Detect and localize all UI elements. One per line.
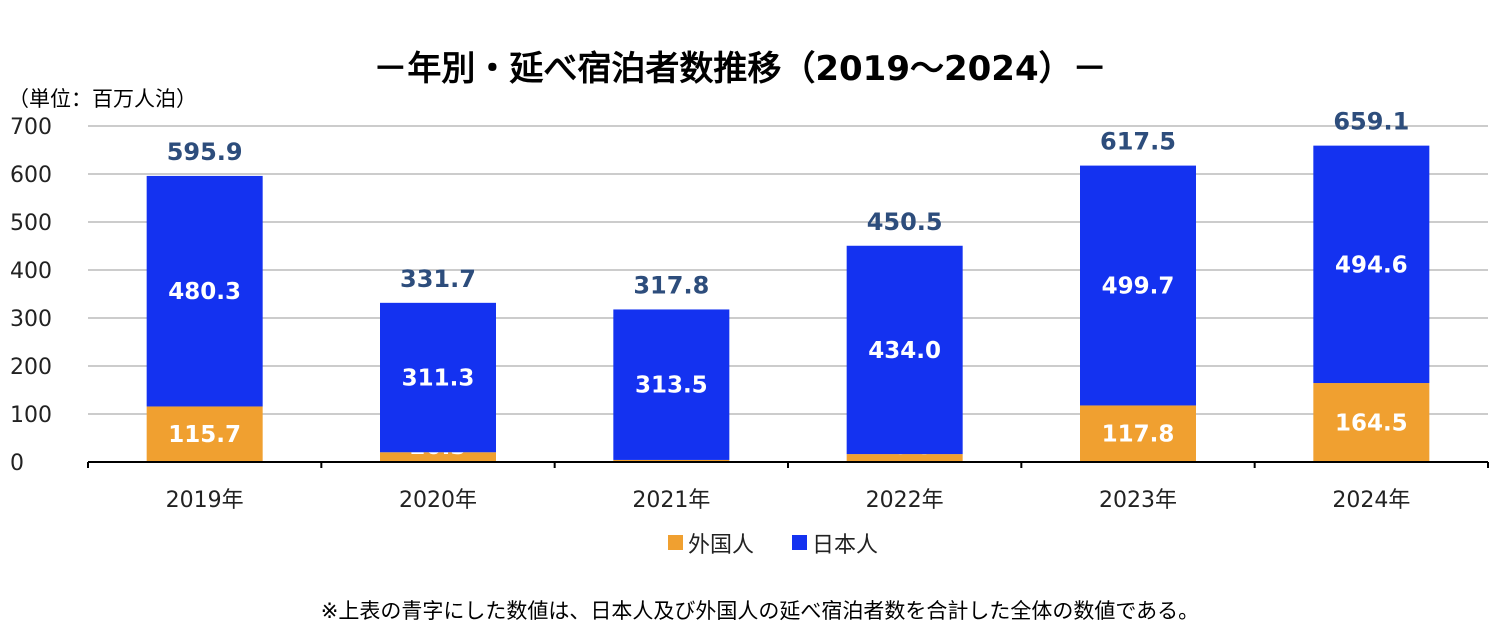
bar-segment-foreign — [380, 452, 496, 462]
data-label-foreign: 117.8 — [1102, 422, 1175, 448]
data-label-japanese: 494.6 — [1335, 252, 1408, 278]
y-tick-label: 500 — [10, 211, 52, 236]
y-tick-label: 300 — [10, 307, 52, 332]
data-label-japanese: 499.7 — [1102, 274, 1175, 300]
bar-segment-japanese — [613, 309, 730, 460]
data-label-foreign: 164.5 — [1335, 411, 1408, 437]
x-tick-label: 2019年 — [166, 488, 244, 513]
data-label-japanese: 313.5 — [635, 373, 708, 399]
legend-label-foreign: 外国人 — [688, 533, 754, 558]
total-label: 659.1 — [1333, 108, 1409, 136]
x-tick-label: 2022年 — [866, 488, 944, 513]
unit-label: （単位：百万人泊） — [8, 87, 197, 111]
data-label-japanese: 311.3 — [402, 366, 475, 392]
bar-segment-foreign — [846, 454, 963, 462]
data-label-foreign: 115.7 — [168, 422, 241, 448]
bar-segment-japanese — [380, 302, 496, 453]
bar-segment-foreign — [1080, 405, 1196, 462]
data-label-japanese: 434.0 — [868, 338, 941, 364]
bar-segment-japanese — [1080, 165, 1196, 406]
data-label-japanese: 480.3 — [168, 279, 241, 305]
y-tick-label: 700 — [10, 115, 52, 140]
bar-segment-japanese — [146, 175, 263, 407]
y-tick-label: 200 — [10, 355, 52, 380]
legend-label-japanese: 日本人 — [812, 533, 878, 558]
total-label: 617.5 — [1100, 128, 1176, 156]
gridlines — [88, 125, 1488, 415]
x-tick-label: 2024年 — [1332, 488, 1410, 513]
legend-swatch-japanese — [792, 535, 807, 550]
bar-segment-japanese — [1313, 145, 1430, 384]
bar-segment-foreign — [613, 459, 730, 462]
y-axis-ticks: 0 100 200 300 400 500 600 700 — [10, 115, 52, 476]
y-tick-label: 400 — [10, 259, 52, 284]
bar-segment-foreign — [146, 406, 263, 462]
total-label: 331.7 — [400, 265, 476, 293]
bar-segment-foreign — [1313, 383, 1430, 462]
bars: 115.7480.3595.920.3311.3331.74.3313.5317… — [146, 108, 1430, 462]
x-tick-label: 2021年 — [632, 488, 710, 513]
bar-segment-japanese — [846, 245, 963, 455]
total-label: 317.8 — [633, 271, 709, 299]
legend: 外国人 日本人 — [668, 533, 878, 558]
y-tick-label: 600 — [10, 163, 52, 188]
total-label: 450.5 — [867, 208, 943, 236]
chart-title: －年別・延べ宿泊者数推移（2019～2024）－ — [373, 49, 1106, 89]
legend-swatch-foreign — [668, 535, 683, 550]
x-tick-label: 2023年 — [1099, 488, 1177, 513]
x-tick-label: 2020年 — [399, 488, 477, 513]
total-label: 595.9 — [167, 138, 243, 166]
y-tick-label: 0 — [10, 451, 24, 476]
y-tick-label: 100 — [10, 403, 52, 428]
x-axis: 2019年 2020年 2021年 2022年 2023年 2024年 — [87, 461, 1489, 513]
footnote: ※上表の青字にした数値は、日本人及び外国人の延べ宿泊者数を合計した全体の数値であ… — [321, 599, 1199, 623]
